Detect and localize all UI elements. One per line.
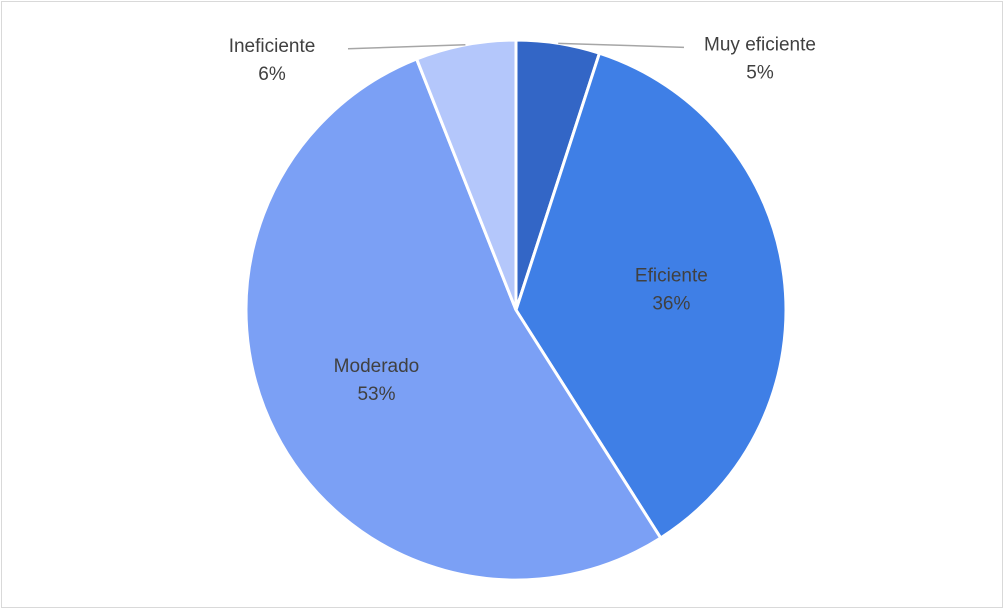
pie-slice [244,57,663,582]
slice-value-label: 5% [746,62,774,83]
slice-label: Ineficiente [229,36,316,57]
leader-line [347,44,466,50]
slice-value-label: 6% [258,64,286,85]
slice-label: Muy eficiente [704,34,816,55]
slice-label: Eficiente [635,265,708,286]
leader-line [558,42,685,49]
slice-label: Moderado [334,356,420,377]
slice-value-label: 53% [357,384,395,405]
pie-slice [514,51,788,541]
slice-value-label: 36% [652,293,690,314]
